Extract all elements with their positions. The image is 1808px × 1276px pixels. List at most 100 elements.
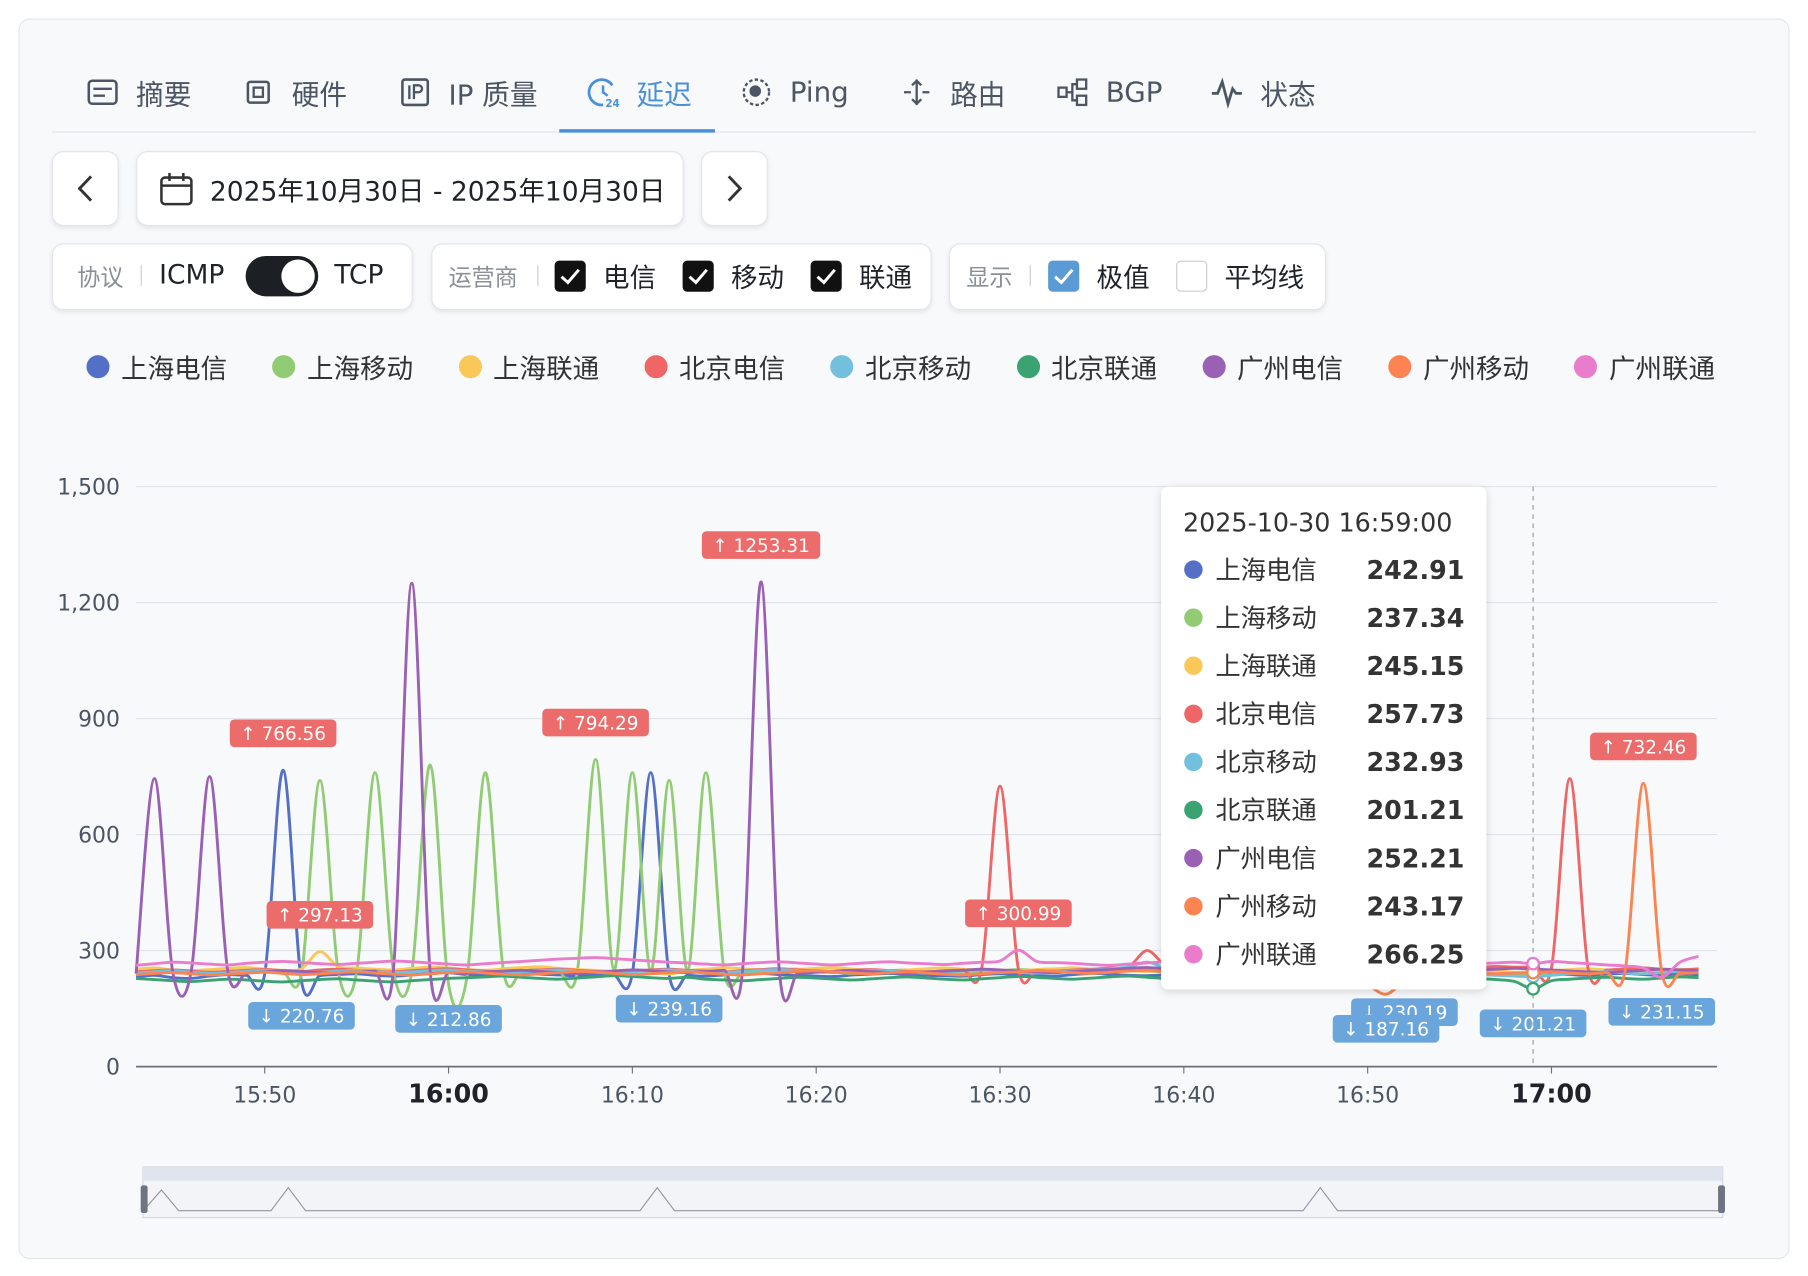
tab[interactable]: 硬件: [291, 78, 348, 112]
tab-icon: [242, 76, 274, 108]
icon: [1057, 78, 1088, 107]
protocol-option: ICMP: [159, 260, 225, 291]
zoom-bar[interactable]: [142, 1166, 1723, 1181]
tab[interactable]: 摘要: [136, 78, 192, 112]
tooltip-value: 232.93: [1367, 747, 1465, 777]
tooltip-point: [1526, 981, 1541, 996]
tooltip-value: 257.73: [1367, 699, 1465, 729]
extreme-label-bg: [965, 899, 1072, 928]
next-button[interactable]: [701, 151, 768, 226]
checkbox[interactable]: [1176, 260, 1208, 292]
legend-dot[interactable]: [272, 355, 296, 379]
tooltip-title: 2025-10-30 16:59:00: [1183, 508, 1452, 538]
tab-icon: [86, 76, 118, 108]
extreme-label-bg: [701, 531, 821, 559]
date-picker[interactable]: 2025年10月30日 - 2025年10月30日: [136, 151, 684, 226]
extreme-label-text: ↑ 1253.31: [712, 536, 810, 557]
zoom-handle[interactable]: [140, 1185, 148, 1214]
tooltip-name: 上海电信: [1215, 555, 1316, 585]
legend-dot[interactable]: [1574, 355, 1598, 379]
checkbox-label: 电信: [603, 264, 657, 295]
tab[interactable]: 路由: [950, 78, 1006, 112]
tab-divider: [51, 131, 1757, 133]
check-mark: [816, 268, 836, 285]
checkbox[interactable]: [682, 260, 714, 292]
zoom-handle[interactable]: [1718, 1185, 1725, 1214]
tooltip-name: 上海移动: [1215, 603, 1316, 633]
tab[interactable]: IP 质量: [448, 78, 538, 112]
tooltip-value: 201.21: [1367, 795, 1465, 825]
tooltip-dot: [1184, 945, 1203, 964]
protocol-toggle[interactable]: [245, 255, 319, 297]
prev-button[interactable]: [51, 151, 119, 226]
icon: [246, 80, 270, 104]
y-tick-label: 1,200: [57, 592, 120, 617]
display-filter: [948, 243, 1327, 311]
extreme-label-bg: [1590, 732, 1697, 761]
legend-label[interactable]: 北京电信: [679, 355, 786, 386]
tooltip-name: 广州电信: [1215, 843, 1316, 873]
extreme-label-bg: [248, 1001, 355, 1030]
checkbox[interactable]: [554, 260, 586, 292]
extreme-label-text: ↑ 297.13: [277, 906, 363, 927]
icon: [87, 79, 118, 106]
legend-label[interactable]: 广州移动: [1422, 355, 1530, 386]
legend-dot[interactable]: [458, 355, 482, 379]
extreme-label: ↑ 794.29: [542, 708, 649, 737]
icon: 24: [587, 78, 620, 110]
legend-dot[interactable]: [86, 355, 110, 379]
tooltip-value: 237.34: [1367, 603, 1465, 633]
legend-label[interactable]: 广州联通: [1608, 355, 1716, 386]
tab-icon: 24: [587, 76, 620, 110]
y-tick-label: 600: [78, 824, 120, 849]
legend-label[interactable]: 北京联通: [1051, 355, 1158, 386]
tab[interactable]: 状态: [1260, 78, 1316, 112]
legend-dot[interactable]: [830, 355, 854, 379]
legend-dot[interactable]: [1016, 355, 1040, 379]
extreme-label: ↓ 239.16: [615, 994, 723, 1023]
extreme-label-bg: [1332, 1014, 1440, 1043]
extreme-label: ↑ 300.99: [965, 899, 1072, 928]
legend-label[interactable]: 上海电信: [121, 355, 228, 386]
tab[interactable]: 延迟: [636, 78, 692, 112]
extreme-label-bg: [615, 994, 723, 1023]
protocol-option: TCP: [334, 260, 384, 291]
extreme-label-bg: [395, 1005, 502, 1033]
extreme-label-text: ↓ 220.76: [259, 1007, 345, 1028]
legend-dot[interactable]: [1388, 355, 1412, 379]
chevron-right: [727, 175, 743, 202]
tooltip-value: 243.17: [1367, 891, 1465, 921]
legend-label[interactable]: 上海移动: [307, 355, 414, 386]
legend-label[interactable]: 北京移动: [865, 355, 972, 386]
tab-icon: [1211, 76, 1243, 109]
extreme-label-text: ↑ 300.99: [975, 904, 1061, 925]
legend-label[interactable]: 广州电信: [1236, 355, 1344, 386]
extreme-label: ↓ 220.76: [248, 1001, 355, 1030]
tooltip-name: 广州移动: [1215, 891, 1316, 921]
chevron-left: [77, 175, 93, 202]
legend-label[interactable]: 上海联通: [493, 355, 600, 386]
x-tick-label: 15:50: [233, 1083, 296, 1108]
tooltip-name: 上海联通: [1215, 651, 1316, 681]
toggle-knob: [281, 259, 315, 293]
tooltip-dot: [1184, 752, 1203, 772]
checkbox-label: 移动: [731, 264, 785, 295]
legend-dot[interactable]: [644, 355, 668, 379]
icon: [1211, 77, 1242, 109]
extreme-label-bg: [229, 719, 337, 748]
x-tick-label: 17:00: [1511, 1078, 1592, 1108]
checkbox[interactable]: [810, 260, 842, 292]
tooltip-dot: [1184, 560, 1203, 579]
tooltip-value: 252.21: [1367, 843, 1465, 873]
x-tick-label: 16:00: [408, 1078, 489, 1108]
carrier-filter: [431, 243, 932, 311]
check-mark: [560, 268, 580, 285]
icon: [903, 79, 930, 106]
checkbox[interactable]: [1048, 260, 1080, 292]
tab[interactable]: BGP: [1105, 76, 1163, 109]
extreme-label: ↑ 766.56: [229, 719, 337, 748]
legend-dot[interactable]: [1202, 355, 1226, 379]
tab[interactable]: Ping: [789, 76, 849, 109]
icon: [401, 78, 430, 107]
